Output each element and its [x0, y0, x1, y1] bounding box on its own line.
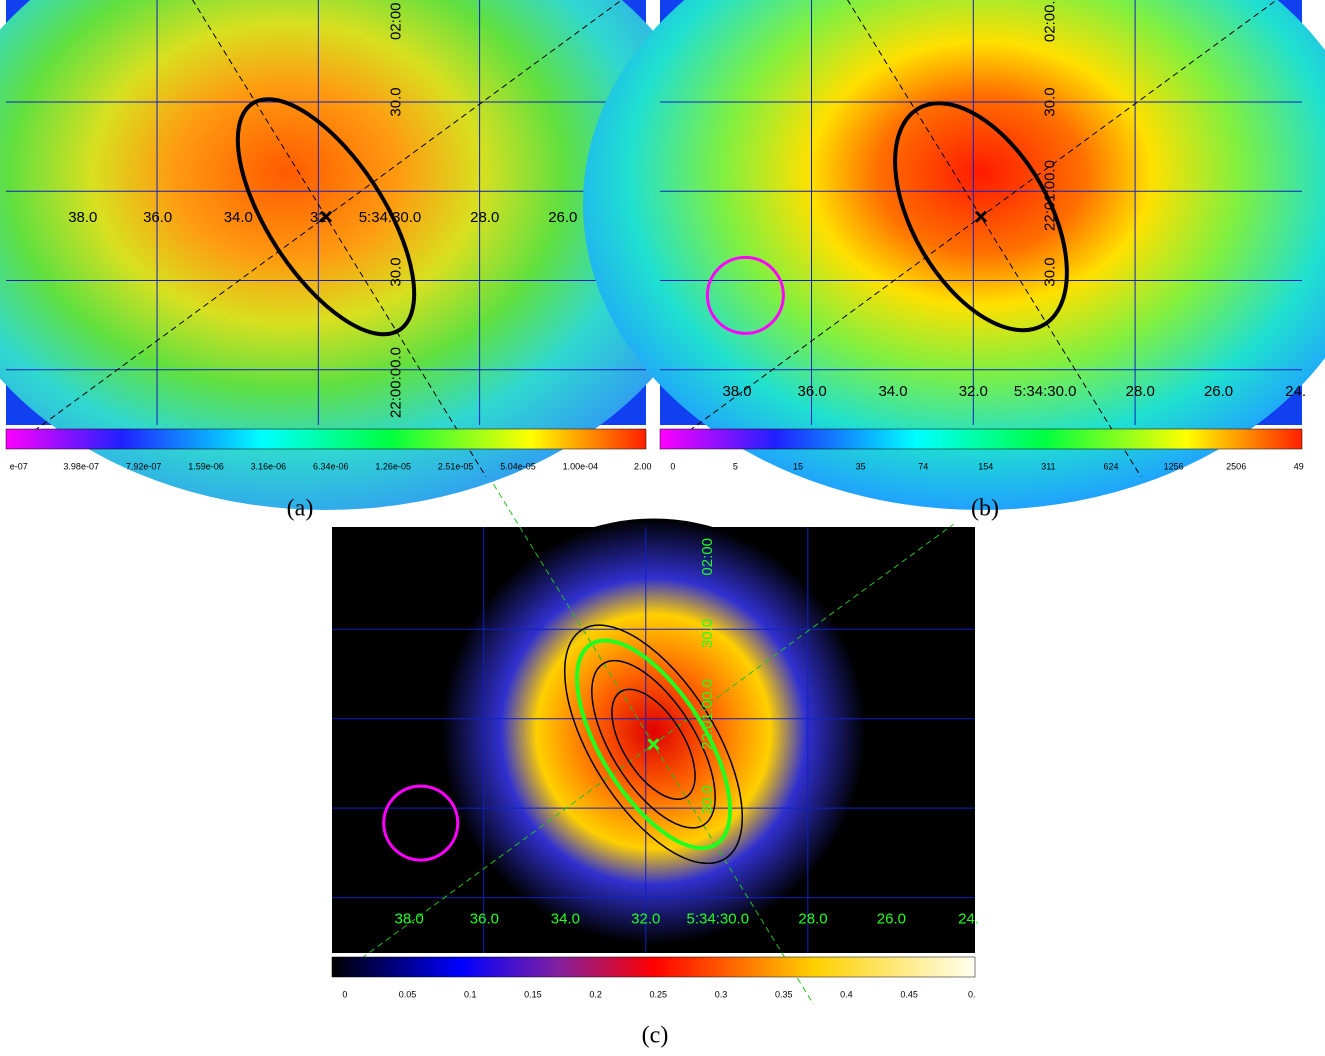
ra-label: 38.0: [68, 209, 97, 226]
colorbar-label: 0.05: [399, 989, 417, 999]
ra-label: 24.: [1285, 383, 1306, 400]
panel: 38.0 36.0 34.0 32.0 5:34:30.0 28.0 26.0 24. 02:0…: [331, 483, 979, 1049]
colorbar-label: 624: [1103, 461, 1118, 471]
colorbar-label: 5.04e-05: [500, 461, 536, 471]
image-emission: [583, 0, 1325, 510]
ra-label: 24.: [958, 911, 979, 928]
panel-label: (b): [971, 496, 999, 522]
center-marker: [647, 738, 660, 751]
ra-label: 38.0: [722, 383, 751, 400]
colorbar-label: 49: [1294, 461, 1304, 471]
colorbar-label: 1.59e-06: [188, 461, 224, 471]
panel: 38.0 36.0 34.0 32.0 5:34:30.0 28.0 26.0 24. 02:0…: [583, 0, 1325, 522]
ra-label: 34.0: [551, 911, 580, 928]
ra-label: 34.0: [224, 209, 253, 226]
colorbar-label: 2.51e-05: [438, 461, 474, 471]
ra-label: 5:34:30.0: [359, 209, 422, 226]
ra-label: 38.0: [395, 911, 424, 928]
ra-label: 34.0: [878, 383, 907, 400]
ra-label: 32.0: [959, 383, 988, 400]
colorbar-label: 311: [1041, 461, 1055, 471]
dec-label: 30.0: [699, 785, 716, 814]
colorbar-label: 5: [733, 461, 738, 471]
panel-label: (a): [287, 496, 314, 522]
beam-circle: [705, 255, 785, 335]
dec-label: 30.0: [1041, 87, 1058, 116]
ra-label: 28.0: [470, 209, 499, 226]
dec-label: 30.0: [387, 257, 404, 286]
ra-label: 26.0: [1204, 383, 1233, 400]
ra-label: 28.0: [798, 911, 827, 928]
ra-label: 5:34:30.0: [687, 911, 750, 928]
colorbar-label: 3.16e-06: [251, 461, 287, 471]
colorbar-label: 35: [856, 461, 866, 471]
ra-label: 36.0: [143, 209, 172, 226]
colorbar-label: 3.98e-07: [63, 461, 99, 471]
colorbar-label: 2.00: [634, 461, 652, 471]
colorbar-label: 0.35: [775, 989, 793, 999]
dec-label: 22:00:00.0: [387, 347, 404, 418]
dec-label: 30.0: [387, 87, 404, 116]
ra-label: 32: [310, 209, 327, 226]
colorbar-label: 0: [342, 989, 347, 999]
dec-label: 22:01:00.0: [1041, 160, 1058, 231]
colorbar-label: 0.1: [464, 989, 477, 999]
image-emission: [441, 518, 866, 945]
colorbar-label: e-07: [10, 461, 28, 471]
dec-label: 30.0: [1041, 257, 1058, 286]
ellipse-region: [563, 624, 744, 865]
ra-label: 28.0: [1126, 383, 1155, 400]
image-emission: [0, 0, 723, 510]
panel: 38.036.034.0325:34:30.028.026.02402:0030…: [0, 0, 723, 522]
ellipse-region: [611, 688, 696, 800]
ra-label: 36.0: [798, 383, 827, 400]
colorbar-label: 7.92e-07: [126, 461, 162, 471]
dec-label: 30.0: [699, 619, 716, 648]
ra-label: 32.0: [631, 911, 660, 928]
colorbar-label: 154: [978, 461, 993, 471]
colorbar-label: 74: [918, 461, 928, 471]
colorbar-label: 2506: [1226, 461, 1246, 471]
ellipse-region: [574, 638, 733, 851]
dec-label: 02:00.: [1041, 0, 1058, 42]
colorbar: [659, 428, 1303, 450]
colorbar-label: 1.00e-04: [563, 461, 599, 471]
colorbar-label: 1256: [1164, 461, 1184, 471]
colorbar-label: 15: [793, 461, 803, 471]
center-marker: [974, 210, 988, 223]
colorbar-label: 0.4: [840, 989, 853, 999]
colorbar-label: 0.25: [650, 989, 668, 999]
center-marker: [319, 210, 333, 223]
ellipse-region: [235, 97, 417, 337]
ellipse-region: [591, 659, 716, 829]
dec-label: 22:01:00.0: [699, 679, 716, 750]
beam-circle: [382, 784, 460, 862]
colorbar-label: 0.15: [524, 989, 542, 999]
dec-label: 02:00: [699, 538, 716, 576]
colorbar-label: 6.34e-06: [313, 461, 349, 471]
ra-label: 5:34:30.0: [1014, 383, 1077, 400]
colorbar-label: 0.: [968, 989, 976, 999]
colorbar-label: 1.26e-05: [375, 461, 411, 471]
ellipse-region: [893, 101, 1069, 333]
dec-label: 02:00: [387, 2, 404, 40]
panel-label: (c): [642, 1023, 669, 1049]
colorbar-label: 0.3: [715, 989, 728, 999]
colorbar-label: 0.45: [900, 989, 918, 999]
colorbar-label: 0.2: [589, 989, 602, 999]
colorbar: [331, 956, 976, 978]
ra-label: 26.0: [877, 911, 906, 928]
colorbar: [5, 428, 647, 450]
ra-label: 36.0: [470, 911, 499, 928]
ra-label: 26.0: [548, 209, 577, 226]
colorbar-label: 0: [670, 461, 675, 471]
